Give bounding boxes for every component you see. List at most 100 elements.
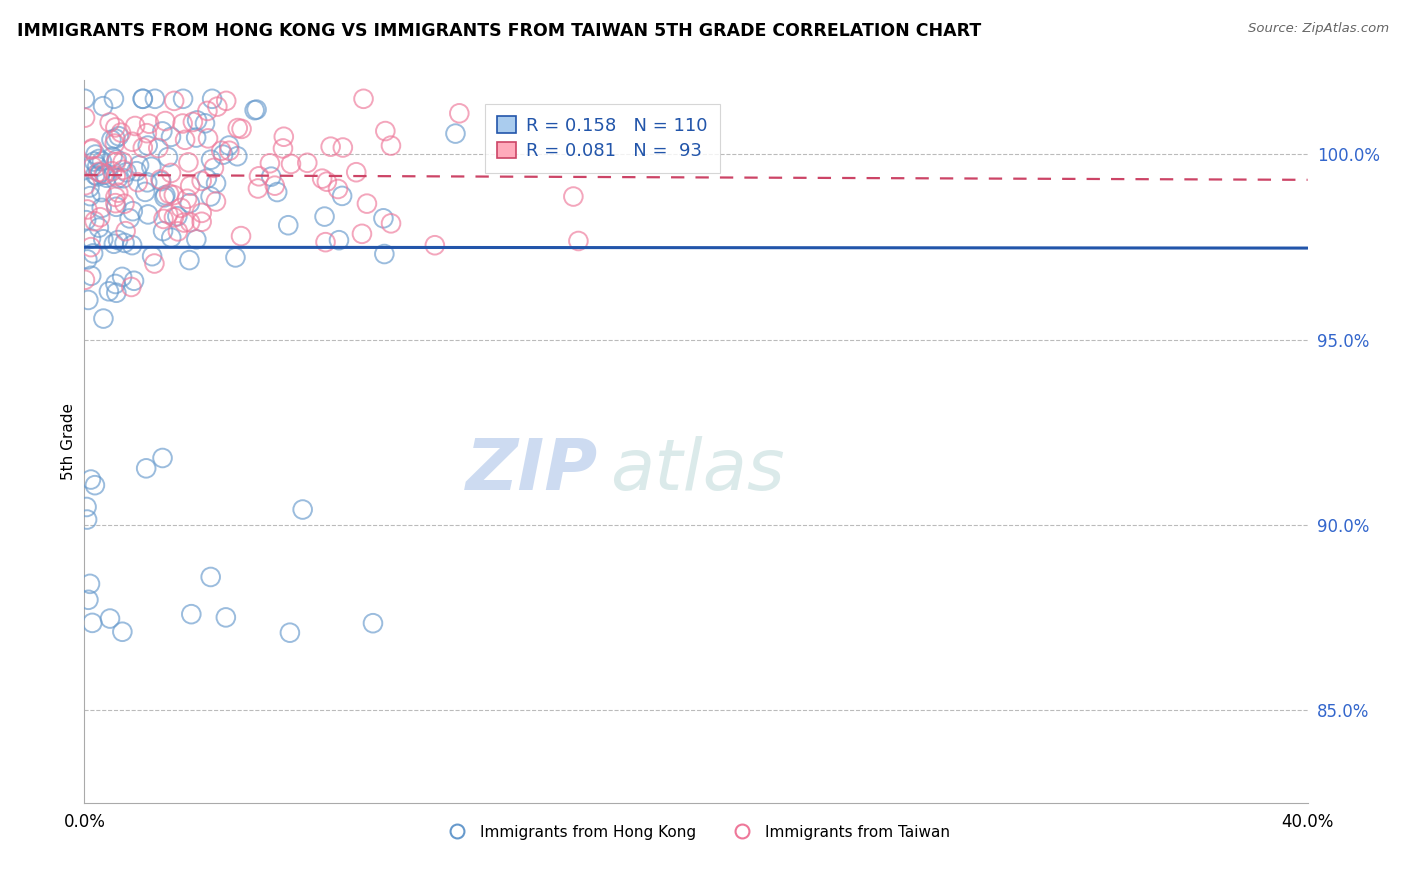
Point — [218, 138, 240, 153]
Point — [149, 172, 172, 186]
Point — [297, 156, 319, 170]
Point — [260, 169, 283, 184]
Point — [266, 185, 288, 199]
Point — [152, 224, 174, 238]
Point — [170, 201, 193, 215]
Point — [332, 140, 354, 154]
Point — [87, 220, 110, 235]
Point — [380, 138, 402, 153]
Point — [166, 209, 188, 223]
Point — [148, 141, 170, 155]
Point — [104, 190, 127, 204]
Point — [181, 115, 204, 129]
Point — [111, 269, 134, 284]
Point — [104, 155, 127, 169]
Point — [87, 152, 110, 166]
Point — [98, 115, 121, 129]
Point — [195, 171, 218, 186]
Point — [201, 92, 224, 106]
Text: Source: ZipAtlas.com: Source: ZipAtlas.com — [1249, 22, 1389, 36]
Point — [156, 150, 179, 164]
Point — [277, 219, 299, 233]
Point — [373, 211, 395, 226]
Point — [179, 253, 201, 268]
Point — [259, 156, 281, 170]
Point — [107, 129, 129, 144]
Point — [136, 138, 159, 153]
Point — [163, 211, 186, 225]
Point — [111, 624, 134, 639]
Point — [311, 171, 333, 186]
Point — [128, 158, 150, 172]
Point — [190, 174, 212, 188]
Point — [86, 160, 108, 174]
Point — [127, 175, 149, 189]
Point — [177, 155, 200, 169]
Point — [567, 234, 589, 248]
Text: ZIP: ZIP — [465, 436, 598, 505]
Point — [207, 100, 229, 114]
Point — [179, 215, 201, 229]
Point — [107, 186, 129, 200]
Point — [104, 136, 127, 151]
Point — [124, 119, 146, 133]
Point — [89, 166, 111, 180]
Point — [105, 153, 128, 167]
Text: IMMIGRANTS FROM HONG KONG VS IMMIGRANTS FROM TAIWAN 5TH GRADE CORRELATION CHART: IMMIGRANTS FROM HONG KONG VS IMMIGRANTS … — [17, 22, 981, 40]
Point — [202, 161, 225, 175]
Point — [271, 141, 294, 155]
Point — [167, 224, 190, 238]
Point — [132, 140, 155, 154]
Point — [197, 103, 219, 118]
Point — [160, 230, 183, 244]
Point — [449, 106, 471, 120]
Y-axis label: 5th Grade: 5th Grade — [60, 403, 76, 480]
Point — [118, 211, 141, 226]
Point — [80, 231, 103, 245]
Point — [134, 185, 156, 199]
Point — [121, 135, 143, 149]
Point — [143, 256, 166, 270]
Point — [444, 127, 467, 141]
Point — [205, 176, 228, 190]
Point — [114, 224, 136, 238]
Point — [160, 129, 183, 144]
Point — [152, 211, 174, 226]
Point — [131, 92, 153, 106]
Point — [200, 153, 222, 167]
Point — [86, 169, 108, 184]
Point — [319, 139, 342, 153]
Point — [141, 160, 163, 174]
Point — [194, 116, 217, 130]
Point — [79, 180, 101, 194]
Point — [77, 592, 100, 607]
Text: atlas: atlas — [610, 436, 785, 505]
Point — [150, 124, 173, 138]
Point — [82, 615, 104, 630]
Point — [152, 450, 174, 465]
Point — [315, 235, 337, 249]
Point — [75, 213, 97, 227]
Point — [120, 280, 142, 294]
Point — [172, 116, 194, 130]
Point — [229, 229, 252, 244]
Point — [423, 238, 446, 252]
Point — [83, 214, 105, 228]
Point — [77, 293, 100, 307]
Point — [157, 186, 180, 201]
Point — [273, 129, 295, 144]
Point — [83, 478, 105, 492]
Point — [186, 113, 208, 128]
Point — [121, 204, 143, 219]
Point — [82, 160, 104, 174]
Point — [90, 185, 112, 199]
Point — [91, 99, 114, 113]
Point — [263, 178, 285, 193]
Point — [83, 154, 105, 169]
Point — [190, 215, 212, 229]
Point — [121, 238, 143, 252]
Point — [135, 126, 157, 140]
Point — [80, 473, 103, 487]
Point — [356, 196, 378, 211]
Point — [150, 174, 173, 188]
